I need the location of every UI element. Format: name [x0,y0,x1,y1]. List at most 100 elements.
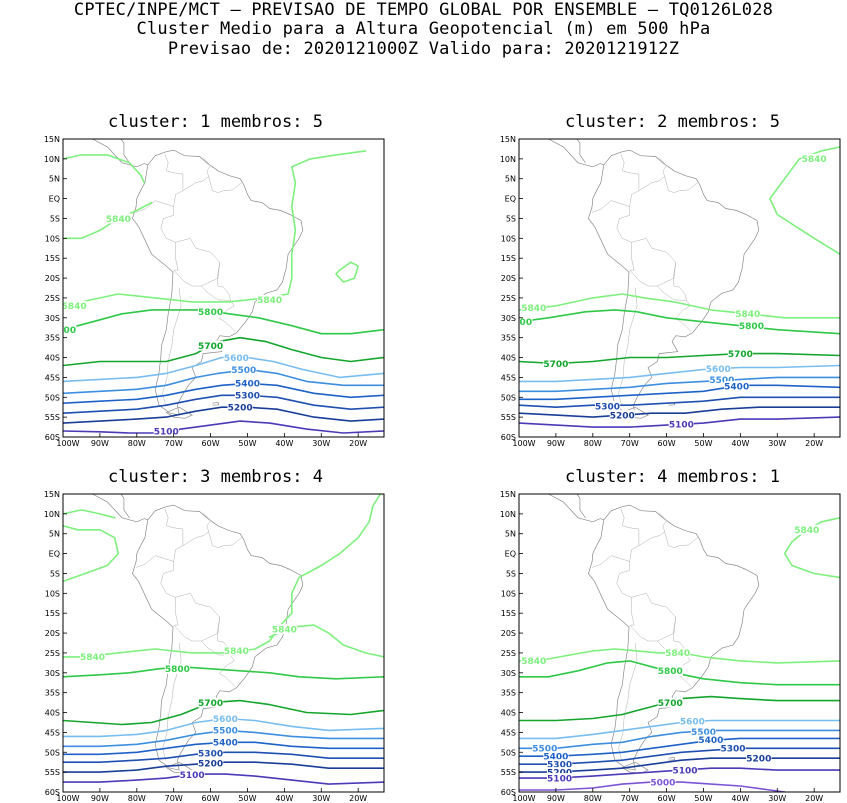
lat-tick-label: 15N [44,135,60,144]
lat-tick-label: 15S [501,609,516,618]
contour-5840 [63,154,145,184]
lat-tick-label: 15N [44,490,60,499]
contour-label-bg [794,524,820,535]
contour-5840 [769,146,840,255]
contour-label: 5800 [739,322,764,332]
lat-tick-label: 45S [501,728,516,737]
country-border [616,561,632,598]
contour-label-bg [223,645,250,656]
contour-label: 5500 [213,727,238,737]
contour-5400 [63,382,384,404]
lat-tick-label: 35S [501,334,516,343]
coastline [576,494,586,518]
contour-label: 5840 [80,653,105,663]
lat-tick-label: 25S [501,649,516,658]
lon-tick-label: 100W [512,794,535,803]
contour-label-bg [234,378,261,389]
lon-tick-label: 40W [731,439,749,448]
lat-tick-label: 10N [44,510,60,519]
contour-label: 5840 [257,296,282,306]
contour-label-bg [546,767,573,778]
lat-tick-label: 45S [45,373,60,382]
country-border [164,508,184,546]
contour-5600 [519,719,840,740]
lat-tick-label: 60S [501,433,516,442]
contour-label-bg [227,402,253,413]
contour-5800 [519,309,840,335]
contour-label: 5840 [794,526,819,536]
contour-label-bg [665,647,691,658]
country-border [175,593,220,618]
lat-tick-label: 15S [45,254,60,263]
lat-tick-label: 25S [45,294,60,303]
contour-5840 [335,261,359,283]
figure-title: CPTEC/INPE/MCT – PREVISAO DE TEMPO GLOBA… [73,0,774,20]
contour-label-bg [546,759,573,770]
contour-label-bg [746,753,772,764]
contour-label: 5700 [198,699,223,709]
contour-label: 5400 [235,380,260,390]
contour-label: 5300 [547,760,572,770]
contour-label: 5100 [669,421,694,431]
contour-5400 [63,741,384,756]
lat-tick-label: 45S [45,728,60,737]
contour-label: 5200 [198,759,223,769]
lon-tick-label: 80W [128,794,146,803]
contour-label: 800 [513,318,532,328]
contour-label-bg [650,777,676,788]
map-panel-cluster-4: 5840584058405800570056005500550054005400… [500,490,841,803]
map-content: 5840 5840 5840 5800 5700 5600 5500 540053005200… [63,494,384,785]
contour-5500 [63,368,384,395]
map-content: 5840584058405800570056005500550054005400… [519,494,840,792]
lat-tick-label: EQ [505,195,516,204]
lat-tick-label: 10S [45,589,60,598]
country-border [629,512,667,562]
country-border [173,512,211,562]
contour-label: 5800 [658,667,683,677]
contour-5200 [63,406,384,424]
lat-tick-label: 5S [50,569,60,578]
lat-tick-label: 55S [501,768,516,777]
contour-label-bg [197,340,224,351]
coastline [92,494,149,523]
contour-label: 5500 [709,376,734,386]
lon-tick-label: 80W [584,439,602,448]
contour-5840 [63,150,367,307]
lon-tick-label: 20W [805,794,823,803]
contour-label-bg [709,374,735,385]
lat-tick-label: 55S [45,768,60,777]
contour-label: 5600 [213,715,238,725]
contour-label-bg [532,743,558,754]
map-frame [62,138,385,438]
lat-tick-label: 10N [500,510,516,519]
lat-tick-label: 60S [45,788,60,797]
contour-5840 [519,293,840,319]
country-border [173,242,179,271]
contour-5100 [63,420,384,434]
contour-label: 5840 [521,304,546,314]
contour-label: 5100 [673,766,698,776]
contour-label-bg [234,390,261,401]
lon-tick-label: 30W [312,439,330,448]
lat-tick-label: 35S [45,334,60,343]
lat-tick-label: 15N [500,490,516,499]
lon-tick-label: 100W [56,794,79,803]
contour-5840 [519,648,840,664]
contour-label-bg [801,153,827,164]
lon-tick-label: 80W [584,794,602,803]
contour-label: 800 [57,326,76,336]
lon-tick-label: 100W [56,439,79,448]
lat-tick-label: 50S [45,393,60,402]
coastline [92,139,149,168]
lat-tick-label: 60S [501,788,516,797]
lon-tick-label: 70W [165,439,183,448]
lat-tick-label: 5N [49,530,60,539]
lat-tick-label: 5N [505,175,516,184]
country-border [164,153,184,191]
contour-label: 5100 [547,774,572,784]
lat-tick-label: 10S [45,234,60,243]
country-border [216,262,231,301]
contour-5600 [519,364,840,383]
